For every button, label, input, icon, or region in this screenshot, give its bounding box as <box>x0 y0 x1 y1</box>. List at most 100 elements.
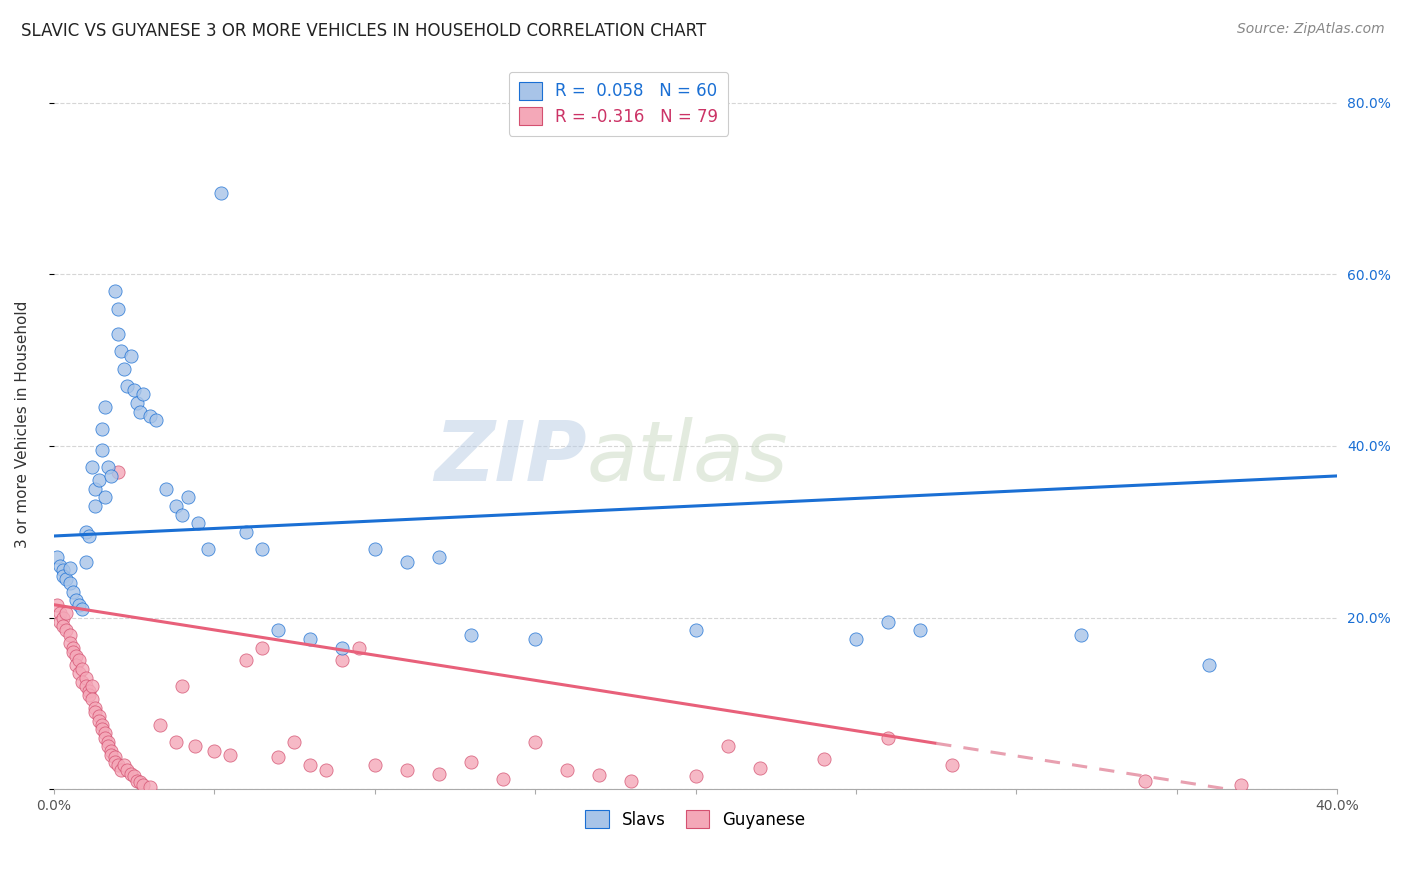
Point <box>129 404 152 418</box>
Point <box>45 550 67 565</box>
Point <box>252 541 274 556</box>
Point <box>460 628 482 642</box>
Point <box>52 563 75 577</box>
Point <box>107 301 129 316</box>
Point <box>685 624 707 638</box>
Point <box>90 443 112 458</box>
Point <box>908 624 931 638</box>
Point <box>97 735 120 749</box>
Point <box>65 649 87 664</box>
Point <box>100 743 122 757</box>
Point <box>45 598 67 612</box>
Point <box>125 396 148 410</box>
Point <box>84 700 107 714</box>
Point <box>72 662 94 676</box>
Point <box>52 569 75 583</box>
Point <box>52 610 75 624</box>
Point <box>82 692 104 706</box>
Point <box>94 726 117 740</box>
Point <box>165 735 187 749</box>
Point <box>620 773 643 788</box>
Point <box>813 752 835 766</box>
Point <box>202 743 225 757</box>
Point <box>87 473 110 487</box>
Point <box>65 593 87 607</box>
Point <box>59 561 82 575</box>
Point <box>112 758 135 772</box>
Point <box>132 778 155 792</box>
Point <box>117 764 139 778</box>
Point <box>877 731 900 745</box>
Point <box>588 768 610 782</box>
Point <box>129 775 152 789</box>
Point <box>59 628 82 642</box>
Point <box>252 640 274 655</box>
Point <box>104 755 127 769</box>
Point <box>77 688 100 702</box>
Point <box>75 671 97 685</box>
Point <box>104 749 127 764</box>
Point <box>283 735 305 749</box>
Point <box>122 383 145 397</box>
Point <box>332 653 354 667</box>
Point <box>84 705 107 719</box>
Point <box>395 764 418 778</box>
Point <box>219 747 242 762</box>
Point <box>49 607 72 621</box>
Point <box>177 491 200 505</box>
Point <box>460 755 482 769</box>
Point <box>100 469 122 483</box>
Point <box>197 541 219 556</box>
Point <box>112 361 135 376</box>
Point <box>941 758 963 772</box>
Point <box>110 764 132 778</box>
Point <box>107 327 129 342</box>
Point <box>184 739 207 754</box>
Point <box>59 636 82 650</box>
Text: ZIP: ZIP <box>434 417 586 498</box>
Point <box>299 758 322 772</box>
Y-axis label: 3 or more Vehicles in Household: 3 or more Vehicles in Household <box>15 301 30 548</box>
Point <box>395 555 418 569</box>
Point <box>55 607 77 621</box>
Text: SLAVIC VS GUYANESE 3 OR MORE VEHICLES IN HOUSEHOLD CORRELATION CHART: SLAVIC VS GUYANESE 3 OR MORE VEHICLES IN… <box>21 22 706 40</box>
Point <box>120 349 142 363</box>
Point <box>492 772 515 786</box>
Point <box>139 780 162 794</box>
Point <box>97 460 120 475</box>
Point <box>524 632 547 646</box>
Point <box>117 378 139 392</box>
Point <box>82 679 104 693</box>
Point <box>67 653 90 667</box>
Point <box>132 387 155 401</box>
Point <box>347 640 370 655</box>
Point <box>107 465 129 479</box>
Point <box>72 674 94 689</box>
Point <box>104 285 127 299</box>
Point <box>77 529 100 543</box>
Point <box>94 401 117 415</box>
Point <box>148 718 170 732</box>
Point <box>363 758 385 772</box>
Point <box>97 739 120 754</box>
Point <box>125 773 148 788</box>
Point <box>94 731 117 745</box>
Point <box>363 541 385 556</box>
Point <box>90 722 112 736</box>
Point <box>62 584 84 599</box>
Point <box>187 516 209 530</box>
Text: Source: ZipAtlas.com: Source: ZipAtlas.com <box>1237 22 1385 37</box>
Point <box>59 576 82 591</box>
Point <box>332 640 354 655</box>
Point <box>122 769 145 783</box>
Legend: Slavs, Guyanese: Slavs, Guyanese <box>579 804 813 836</box>
Point <box>62 640 84 655</box>
Point <box>1230 778 1253 792</box>
Point <box>52 619 75 633</box>
Point <box>155 482 177 496</box>
Point <box>87 709 110 723</box>
Point <box>845 632 868 646</box>
Point <box>62 645 84 659</box>
Point <box>748 761 770 775</box>
Point <box>67 666 90 681</box>
